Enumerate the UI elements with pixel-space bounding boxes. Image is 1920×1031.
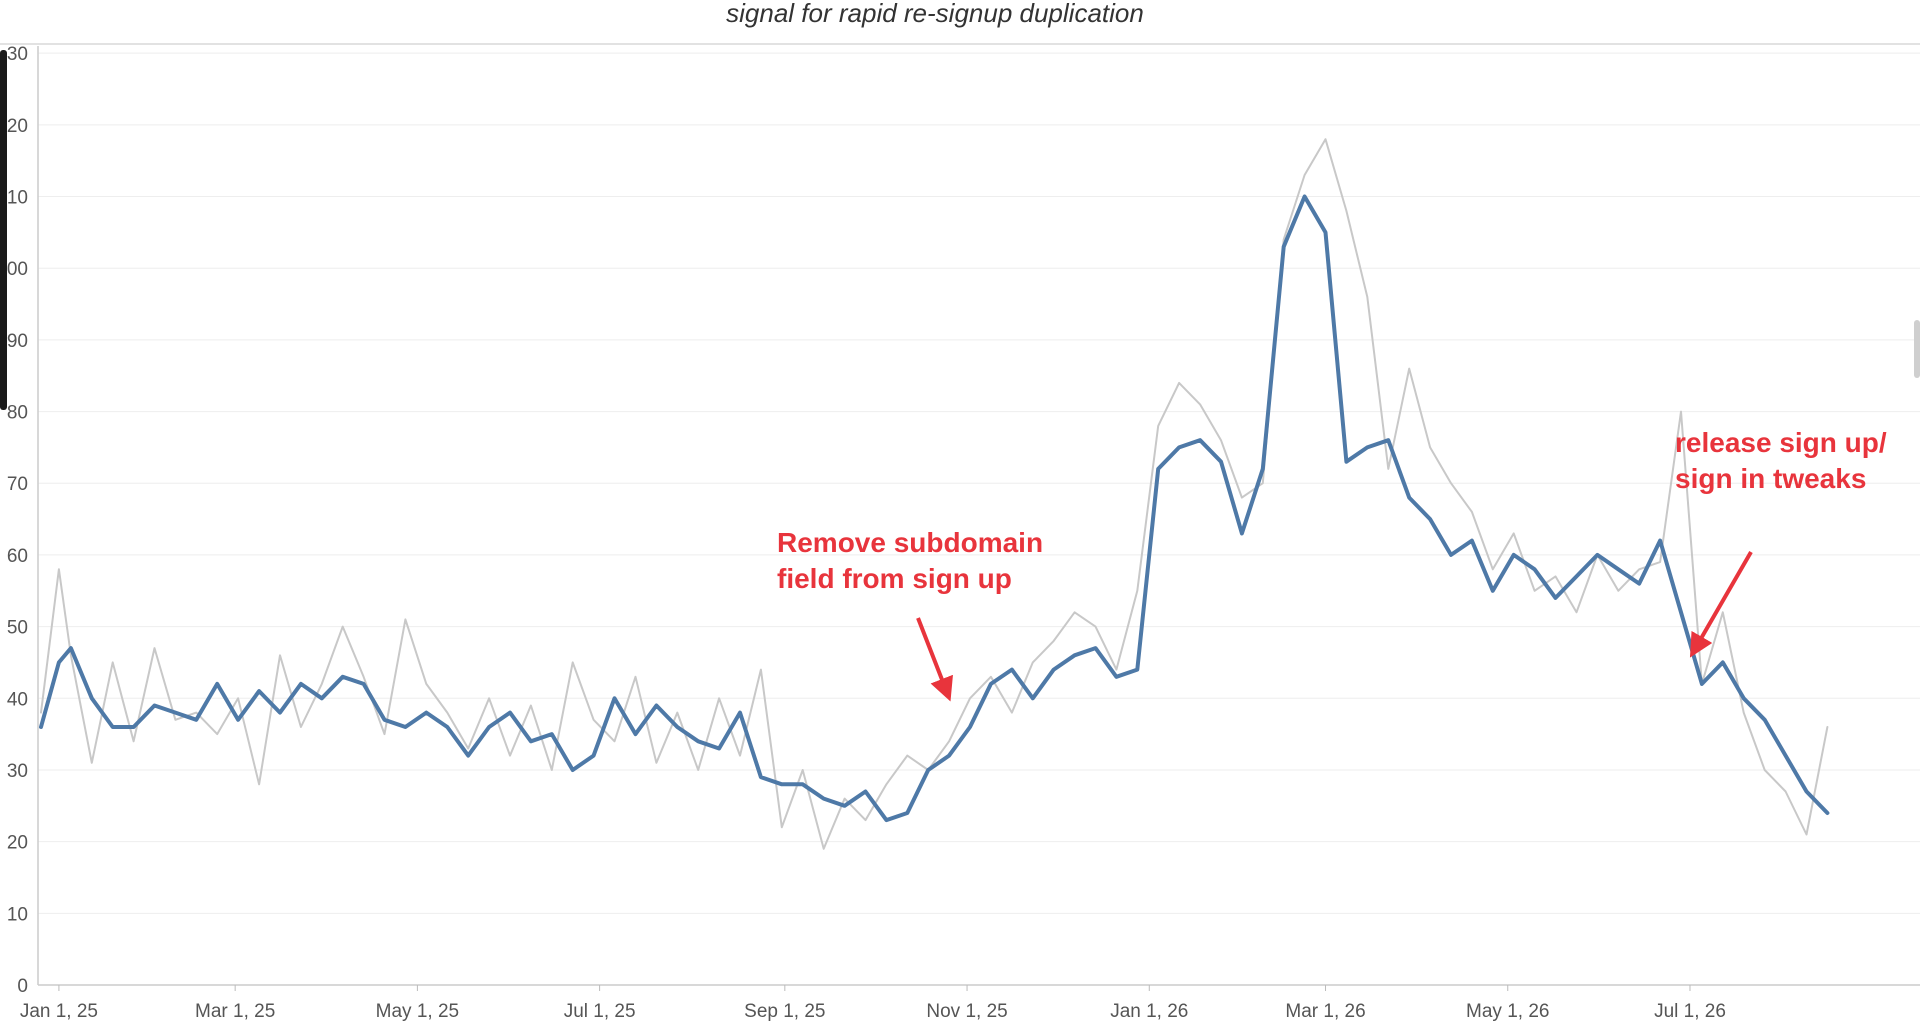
- annotation-text: release sign up/: [1675, 427, 1887, 458]
- annotation-arrow: [916, 617, 953, 702]
- y-tick-label: 30: [7, 44, 28, 65]
- y-tick-label: 40: [7, 689, 28, 710]
- y-tick-label: 50: [7, 618, 28, 639]
- x-tick-label: Mar 1, 26: [1285, 1001, 1365, 1022]
- y-tick-label: 90: [7, 331, 28, 352]
- y-tick-label: 60: [7, 546, 28, 567]
- annotations: Remove subdomain field from sign up releas…: [777, 427, 1887, 702]
- x-tick-label: May 1, 26: [1466, 1001, 1549, 1022]
- x-tick-label: Sep 1, 25: [744, 1001, 825, 1022]
- y-tick-label: 80: [7, 403, 28, 424]
- x-tick-label: Mar 1, 25: [195, 1001, 275, 1022]
- y-tick-label: 30: [7, 761, 28, 782]
- y-tick-label: 10: [7, 188, 28, 209]
- right-edge-handle[interactable]: [1914, 320, 1920, 378]
- left-edge-handle[interactable]: [0, 50, 7, 410]
- x-tick-label: Jul 1, 25: [564, 1001, 636, 1022]
- annotation-arrow: [1689, 550, 1753, 658]
- x-tick-label: Nov 1, 25: [926, 1001, 1007, 1022]
- x-tick-label: Jul 1, 26: [1654, 1001, 1726, 1022]
- y-axis: 30 20 10 00 90 80 70 60 50 40 30 20 10 0: [7, 44, 39, 997]
- x-tick-label: Jan 1, 25: [20, 1001, 98, 1022]
- y-tick-label: 20: [7, 116, 28, 137]
- y-tick-label: 00: [7, 259, 28, 280]
- annotation-text: Remove subdomain: [777, 527, 1043, 558]
- y-tick-label: 20: [7, 833, 28, 854]
- chart-title: signal for rapid re-signup duplication: [726, 0, 1144, 28]
- series-smoothed-line: [39, 194, 1830, 823]
- y-tick-label: 0: [17, 976, 28, 997]
- x-tick-label: Jan 1, 26: [1110, 1001, 1188, 1022]
- y-tick-label: 70: [7, 474, 28, 495]
- y-tick-label: 10: [7, 904, 28, 925]
- gridlines: [38, 52, 1920, 986]
- series-raw-line: [40, 138, 1829, 850]
- x-tick-label: May 1, 25: [376, 1001, 459, 1022]
- series-group: [39, 138, 1830, 850]
- annotation-text: sign in tweaks: [1675, 463, 1866, 494]
- x-axis: Jan 1, 25 Mar 1, 25 May 1, 25 Jul 1, 25 Sep …: [20, 984, 1920, 1022]
- annotation-text: field from sign up: [777, 563, 1012, 594]
